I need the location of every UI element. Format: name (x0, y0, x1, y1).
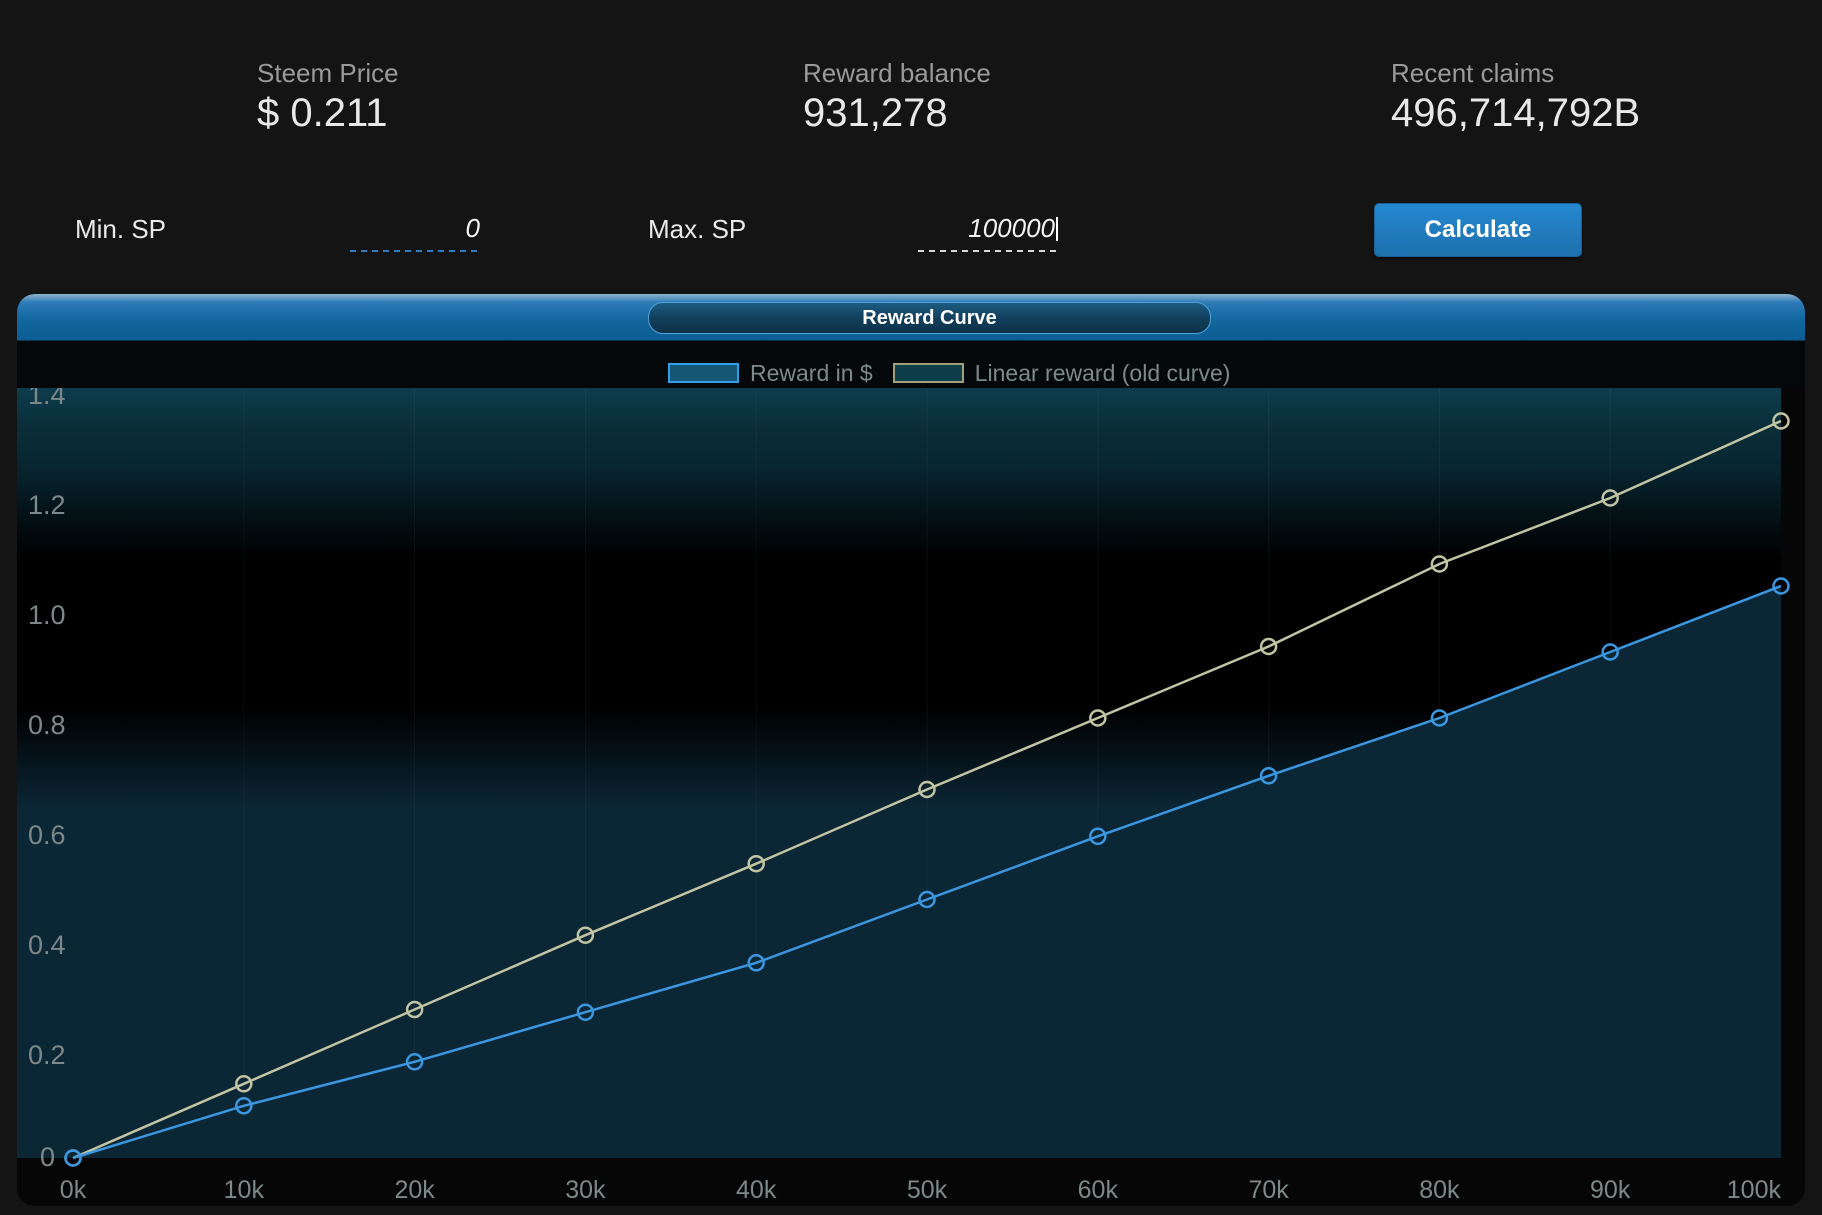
svg-text:0.4: 0.4 (28, 930, 66, 960)
svg-text:70k: 70k (1248, 1176, 1289, 1204)
svg-text:50k: 50k (907, 1176, 948, 1204)
svg-text:1.2: 1.2 (28, 490, 66, 520)
svg-text:0k: 0k (60, 1176, 87, 1204)
svg-text:1.4: 1.4 (28, 388, 66, 410)
svg-text:20k: 20k (394, 1176, 435, 1204)
svg-text:0: 0 (40, 1142, 55, 1172)
svg-text:80k: 80k (1419, 1176, 1460, 1204)
svg-text:1.0: 1.0 (28, 600, 66, 630)
svg-text:90k: 90k (1590, 1176, 1631, 1204)
svg-text:0.6: 0.6 (28, 820, 66, 850)
svg-text:40k: 40k (736, 1176, 777, 1204)
svg-text:0.2: 0.2 (28, 1040, 66, 1070)
svg-text:60k: 60k (1078, 1176, 1119, 1204)
svg-text:10k: 10k (224, 1176, 265, 1204)
svg-text:30k: 30k (565, 1176, 606, 1204)
svg-text:0.8: 0.8 (28, 710, 66, 740)
svg-text:100k: 100k (1727, 1176, 1782, 1204)
